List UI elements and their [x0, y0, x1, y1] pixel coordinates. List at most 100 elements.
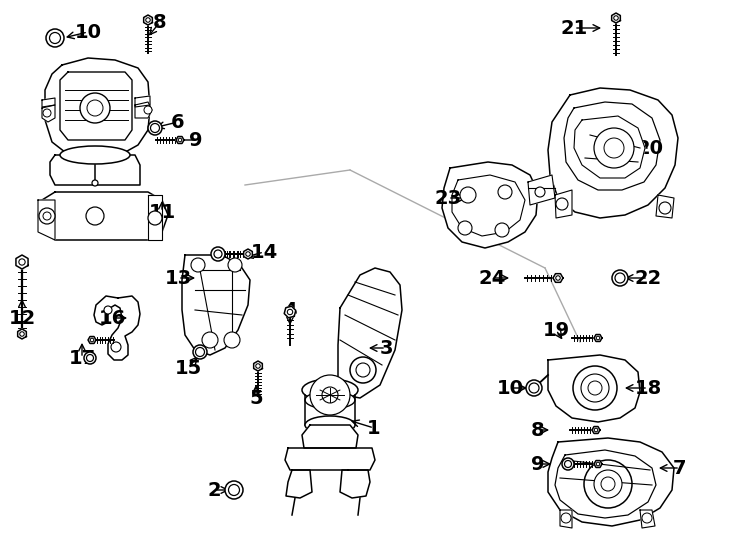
Text: 23: 23	[435, 188, 462, 207]
Circle shape	[19, 259, 25, 265]
Text: 15: 15	[175, 359, 202, 377]
Polygon shape	[50, 155, 140, 185]
Circle shape	[564, 461, 572, 468]
Circle shape	[90, 338, 94, 342]
Polygon shape	[452, 175, 525, 236]
Circle shape	[92, 180, 98, 186]
Circle shape	[594, 470, 622, 498]
Circle shape	[46, 29, 64, 47]
Circle shape	[178, 138, 182, 142]
Polygon shape	[592, 427, 600, 434]
Text: 12: 12	[8, 308, 36, 327]
Polygon shape	[640, 510, 655, 528]
Circle shape	[350, 357, 376, 383]
Circle shape	[49, 32, 60, 44]
Polygon shape	[302, 425, 358, 448]
Polygon shape	[18, 329, 26, 339]
Circle shape	[80, 93, 110, 123]
Circle shape	[595, 428, 597, 432]
Polygon shape	[254, 361, 262, 371]
Polygon shape	[45, 58, 150, 160]
Text: 17: 17	[68, 348, 95, 368]
Circle shape	[39, 208, 55, 224]
Text: 4: 4	[283, 300, 297, 320]
Polygon shape	[574, 116, 645, 178]
Circle shape	[146, 18, 150, 22]
Circle shape	[596, 336, 600, 340]
Circle shape	[148, 211, 162, 225]
Circle shape	[195, 348, 205, 356]
Polygon shape	[284, 306, 296, 318]
Text: 8: 8	[531, 421, 545, 440]
Circle shape	[458, 221, 472, 235]
Circle shape	[495, 223, 509, 237]
Circle shape	[191, 258, 205, 272]
Text: 24: 24	[479, 268, 506, 287]
Polygon shape	[16, 255, 28, 269]
Circle shape	[228, 258, 242, 272]
Ellipse shape	[305, 416, 355, 434]
Polygon shape	[548, 355, 640, 422]
Circle shape	[581, 374, 609, 402]
Ellipse shape	[302, 379, 358, 401]
Text: 20: 20	[636, 138, 664, 158]
Polygon shape	[60, 72, 132, 140]
Text: 13: 13	[164, 268, 192, 287]
Polygon shape	[135, 96, 150, 107]
Text: 10: 10	[74, 23, 101, 42]
Text: 14: 14	[250, 242, 277, 261]
Polygon shape	[555, 450, 656, 518]
Circle shape	[20, 332, 24, 336]
Polygon shape	[611, 13, 620, 23]
Polygon shape	[38, 200, 55, 240]
Polygon shape	[286, 470, 312, 498]
Polygon shape	[548, 88, 678, 218]
Polygon shape	[528, 175, 555, 205]
Circle shape	[561, 513, 571, 523]
Circle shape	[535, 187, 545, 197]
Circle shape	[86, 207, 104, 225]
Polygon shape	[285, 448, 375, 470]
Circle shape	[150, 124, 159, 132]
Circle shape	[588, 381, 602, 395]
Polygon shape	[553, 274, 563, 282]
Circle shape	[601, 477, 615, 491]
Text: 11: 11	[148, 202, 175, 221]
Text: 7: 7	[673, 458, 687, 477]
Text: 2: 2	[207, 481, 221, 500]
Text: 1: 1	[367, 418, 381, 437]
Circle shape	[310, 375, 350, 415]
Polygon shape	[135, 102, 152, 118]
Text: 22: 22	[634, 268, 661, 287]
Circle shape	[43, 109, 51, 117]
Circle shape	[604, 138, 624, 158]
Text: 8: 8	[153, 12, 167, 31]
Circle shape	[202, 332, 218, 348]
Text: 9: 9	[531, 455, 545, 474]
Polygon shape	[555, 190, 572, 218]
Circle shape	[43, 212, 51, 220]
Polygon shape	[656, 195, 674, 218]
Circle shape	[246, 252, 250, 256]
Polygon shape	[244, 249, 252, 259]
Circle shape	[84, 352, 96, 364]
Polygon shape	[176, 137, 184, 144]
Text: 9: 9	[189, 131, 203, 150]
Polygon shape	[88, 336, 96, 343]
Circle shape	[287, 309, 293, 315]
Polygon shape	[94, 296, 140, 360]
Circle shape	[214, 250, 222, 258]
Text: 16: 16	[98, 308, 126, 327]
Polygon shape	[560, 510, 572, 528]
Circle shape	[615, 273, 625, 283]
Circle shape	[211, 247, 225, 261]
Polygon shape	[144, 15, 153, 25]
Polygon shape	[340, 470, 370, 498]
Circle shape	[193, 345, 207, 359]
Circle shape	[104, 306, 112, 314]
Polygon shape	[594, 335, 602, 341]
Circle shape	[322, 387, 338, 403]
Circle shape	[144, 106, 152, 114]
Circle shape	[526, 380, 542, 396]
Circle shape	[224, 332, 240, 348]
